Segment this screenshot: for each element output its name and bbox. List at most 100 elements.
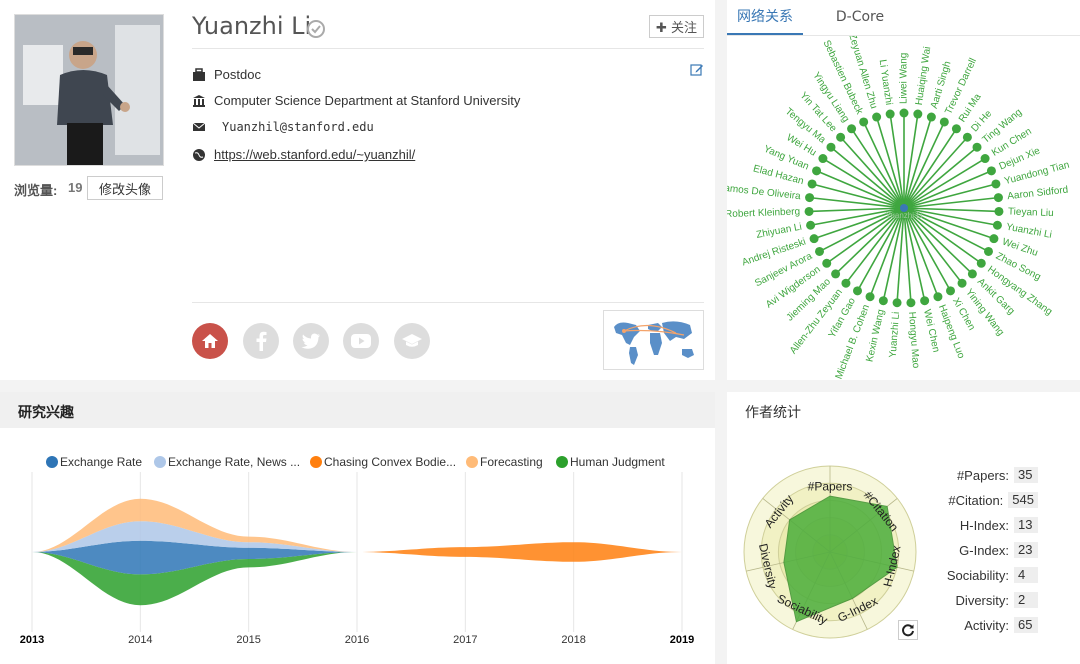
stat-label: H-Index: — [959, 517, 1009, 533]
stream-layer[interactable] — [32, 521, 682, 562]
interests-header: 研究兴趣 — [0, 392, 715, 428]
legend-label: Chasing Convex Bodie... — [324, 455, 457, 469]
stream-layer[interactable] — [32, 552, 682, 606]
network-node[interactable] — [841, 278, 851, 288]
network-center-node[interactable] — [900, 204, 908, 212]
network-node[interactable] — [939, 117, 949, 127]
year-tick-label: 2017 — [453, 634, 477, 646]
position-text: Postdoc — [214, 67, 261, 82]
tab-d-core[interactable]: D-Core — [835, 9, 885, 25]
affiliation-text: Computer Science Department at Stanford … — [214, 93, 521, 108]
network-node[interactable] — [913, 109, 923, 119]
legend-item[interactable]: Human Judgment — [556, 455, 665, 469]
legend-dot — [46, 456, 58, 468]
network-node[interactable] — [926, 112, 936, 122]
legend-item[interactable]: Chasing Convex Bodie... — [310, 455, 456, 469]
tab-network[interactable]: 网络关系 — [727, 0, 803, 35]
graduation-cap-icon — [402, 334, 422, 347]
network-node[interactable] — [815, 246, 825, 256]
home-social-button[interactable] — [192, 323, 228, 359]
network-node[interactable] — [945, 286, 955, 296]
network-node[interactable] — [822, 258, 832, 268]
network-node[interactable] — [951, 124, 961, 134]
network-node[interactable] — [805, 193, 815, 203]
network-edge — [850, 128, 905, 209]
network-node[interactable] — [809, 234, 819, 244]
network-edge — [862, 121, 905, 209]
network-node[interactable] — [972, 142, 982, 152]
network-node[interactable] — [980, 154, 990, 164]
avatar[interactable] — [14, 14, 164, 166]
network-node[interactable] — [920, 296, 930, 306]
network-edge — [856, 207, 905, 292]
stat-row: #Citation: 545 — [948, 492, 1038, 508]
interests-streamgraph: 2013 2014 2015 2016 2017 2018 2019 — [20, 472, 694, 646]
network-edge — [903, 196, 999, 209]
network-node[interactable] — [994, 206, 1004, 216]
network-node[interactable] — [885, 109, 895, 119]
stream-layer[interactable] — [32, 540, 682, 575]
network-node[interactable] — [992, 220, 1002, 230]
world-map[interactable] — [603, 310, 704, 370]
network-edge — [813, 207, 905, 240]
change-avatar-button[interactable]: 修改头像 — [87, 176, 163, 200]
network-edge — [822, 157, 905, 209]
network-node[interactable] — [976, 258, 986, 268]
network-node[interactable] — [899, 108, 909, 118]
legend-item[interactable]: Exchange Rate, News ... — [154, 455, 300, 469]
network-node[interactable] — [865, 292, 875, 302]
network-edge — [903, 207, 973, 275]
network-node[interactable] — [878, 296, 888, 306]
network-node[interactable] — [818, 154, 828, 164]
network-edge — [903, 207, 952, 292]
network-node[interactable] — [989, 234, 999, 244]
network-node[interactable] — [826, 142, 836, 152]
email-row: Yuanzhil@stanford.edu — [192, 120, 374, 134]
profile-panel: 浏览量: 19 修改头像 Yuanzhi Li ✚ 关注 Postdoc Com… — [0, 0, 715, 380]
facebook-social-button[interactable] — [243, 323, 279, 359]
network-node[interactable] — [804, 206, 814, 216]
network-node[interactable] — [859, 117, 869, 127]
network-node[interactable] — [991, 179, 1001, 189]
network-edge — [875, 116, 905, 209]
network-node[interactable] — [933, 292, 943, 302]
network-node[interactable] — [993, 193, 1003, 203]
year-tick-label: 2013 — [20, 634, 44, 646]
stream-layer[interactable] — [32, 498, 682, 562]
legend-label: Exchange Rate — [60, 455, 143, 469]
network-node[interactable] — [812, 166, 822, 176]
network-node[interactable] — [983, 246, 993, 256]
network-node[interactable] — [962, 132, 972, 142]
network-node[interactable] — [892, 298, 902, 308]
youtube-social-button[interactable] — [343, 323, 379, 359]
network-node[interactable] — [872, 112, 882, 122]
edit-icon[interactable] — [690, 63, 704, 77]
network-edge — [811, 183, 905, 209]
network-node[interactable] — [806, 220, 816, 230]
network-node[interactable] — [831, 269, 841, 279]
network-node[interactable] — [967, 269, 977, 279]
network-node[interactable] — [853, 286, 863, 296]
network-edge — [809, 196, 905, 209]
refresh-button[interactable] — [898, 620, 918, 640]
network-node-label: Huaiqing Wai — [914, 46, 933, 106]
network-node[interactable] — [957, 278, 967, 288]
follow-button[interactable]: ✚ 关注 — [649, 15, 704, 38]
network-node-label: Yuanzhi Li — [888, 311, 902, 358]
legend-item[interactable]: Exchange Rate — [46, 455, 142, 469]
network-node[interactable] — [807, 179, 817, 189]
legend-item[interactable]: Forecasting — [466, 455, 543, 469]
scholar-social-button[interactable] — [394, 323, 430, 359]
homepage-link[interactable]: https://web.stanford.edu/~yuanzhil/ — [214, 147, 416, 162]
network-center-label: Yuanzhi Li — [886, 211, 923, 220]
network-edge — [869, 207, 905, 298]
stat-label: Diversity: — [955, 592, 1009, 608]
network-node[interactable] — [836, 132, 846, 142]
twitter-social-button[interactable] — [293, 323, 329, 359]
stats-radar-chart: #Papers#CitationH-IndexG-IndexSociabilit… — [743, 465, 917, 639]
network-edge — [882, 207, 905, 301]
network-node[interactable] — [847, 124, 857, 134]
network-node[interactable] — [986, 166, 996, 176]
network-node[interactable] — [906, 298, 916, 308]
